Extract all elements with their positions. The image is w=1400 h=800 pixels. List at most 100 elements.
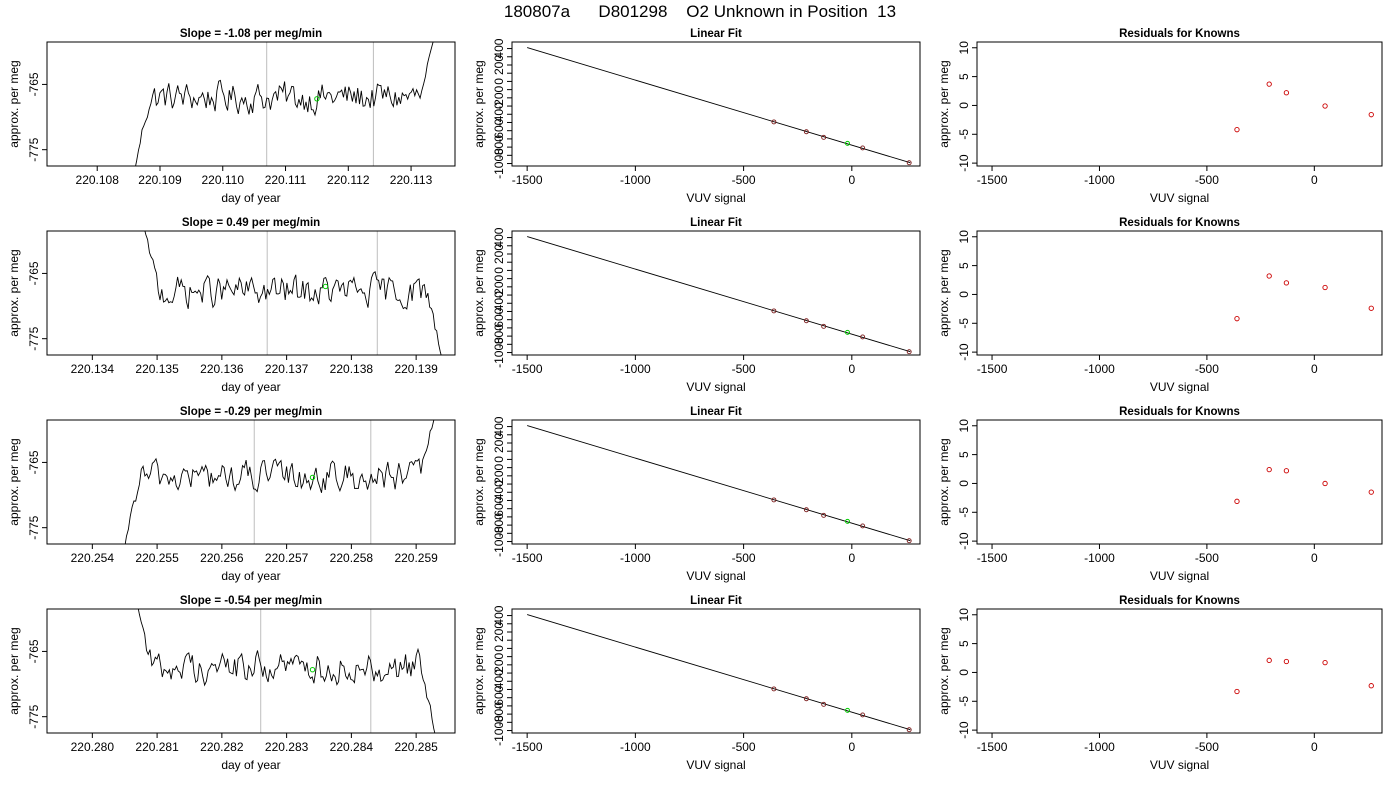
known-point	[906, 349, 912, 355]
panel-fit-row-2: Linear Fit-1500 -1000 -500 0-1000-800-600-4…	[472, 406, 921, 583]
unknown-point	[844, 707, 850, 713]
y-tick-label: -800	[492, 513, 506, 537]
panel-timeseries-row-0: Slope = -1.08 per meg/min 220.108 220.109 2…	[7, 28, 456, 205]
x-tick-label: -500	[732, 362, 756, 376]
residual-point	[1266, 657, 1272, 663]
x-tick-label: 220.111	[265, 173, 307, 187]
panel-title: Residuals for Knowns	[1119, 28, 1240, 40]
x-tick-label: 220.135	[135, 362, 179, 376]
x-tick-label: 220.112	[327, 173, 370, 187]
panel-fit-row-0: Linear Fit-1500 -1000 -500 0-1000-800-600-4…	[472, 28, 921, 205]
residual-point	[1322, 284, 1328, 291]
panel-title: Slope = 0.49 per meg/min	[182, 217, 320, 229]
y-tick-label: -5	[957, 129, 971, 140]
plot-data	[144, 231, 442, 355]
x-axis-label: VUV signal	[686, 191, 745, 205]
panel-residuals-row-1: Residuals for Knowns -1500 -1000 -500 0 -10 -5…	[937, 217, 1383, 394]
x-tick-label: 220.108	[76, 173, 120, 187]
x-axis-label: day of year	[221, 758, 280, 772]
residual-point	[1234, 498, 1240, 504]
y-tick-label: -800	[492, 135, 506, 159]
unknown-point	[309, 474, 316, 481]
y-axis-label: approx. per meg	[472, 438, 486, 525]
known-point	[860, 523, 866, 529]
y-tick-label: -10	[957, 154, 971, 172]
panel-residuals-row-2: Residuals for Knowns -1500 -1000 -500 0 -10 -5…	[937, 406, 1383, 583]
x-tick-label: -1500	[512, 362, 543, 376]
y-axis-label: approx. per meg	[937, 249, 951, 336]
plot-data	[1234, 657, 1374, 695]
y-tick-label: -775	[27, 704, 41, 728]
panel-title: Linear Fit	[690, 28, 742, 40]
y-axis-label: approx. per meg	[7, 627, 21, 714]
x-tick-label: -1000	[620, 740, 651, 754]
panel-title: Residuals for Knowns	[1119, 217, 1240, 229]
known-point	[803, 318, 809, 324]
y-axis-label: approx. per meg	[937, 60, 951, 147]
unknown-point	[309, 666, 316, 673]
x-tick-label: 220.138	[330, 362, 374, 376]
series-line	[135, 42, 434, 166]
known-point	[771, 686, 777, 692]
known-point	[821, 134, 827, 140]
fit-line	[527, 47, 911, 164]
x-tick-label: 220.113	[390, 173, 433, 187]
x-tick-label: -1000	[1084, 740, 1115, 754]
x-tick-label: 0	[1311, 362, 1318, 376]
x-tick-label: -1000	[620, 551, 651, 565]
x-tick-label: -500	[1195, 362, 1219, 376]
y-axis-label: approx. per meg	[472, 249, 486, 336]
x-tick-label: 220.284	[330, 740, 374, 754]
residual-point	[1322, 103, 1328, 109]
y-tick-label: -800	[492, 702, 506, 726]
y-tick-label: 200	[492, 622, 506, 642]
x-tick-label: 0	[848, 173, 855, 187]
x-axis-label: VUV signal	[1150, 191, 1209, 205]
y-tick-label: 10	[957, 41, 971, 55]
x-axis-label: VUV signal	[686, 569, 745, 583]
panel-residuals-row-3: Residuals for Knowns -1500 -1000 -500 0 -10 -5…	[937, 595, 1383, 772]
x-tick-label: 0	[848, 740, 855, 754]
y-axis-label: approx. per meg	[7, 438, 21, 525]
y-tick-label: -1000	[492, 337, 506, 368]
panel-fit-row-3: Linear Fit-1500 -1000 -500 0-1000-800-600-4…	[472, 595, 921, 772]
known-point	[860, 712, 866, 718]
fit-line	[527, 614, 911, 731]
series-line	[144, 231, 442, 355]
y-tick-label: -765	[27, 450, 41, 474]
plot-frame	[46, 608, 456, 734]
plot-data	[527, 614, 912, 733]
y-tick-label: -765	[27, 639, 41, 663]
y-tick-label: -775	[27, 137, 41, 161]
x-tick-label: 0	[848, 362, 855, 376]
known-point	[771, 497, 777, 503]
plot-frame	[976, 419, 1383, 545]
y-tick-label: 10	[957, 230, 971, 244]
y-tick-label: -400	[492, 669, 506, 693]
panel-timeseries-row-2: Slope = -0.29 per meg/min 220.254 220.255 2…	[7, 406, 456, 583]
series-line	[124, 420, 435, 544]
x-axis-label: day of year	[221, 191, 280, 205]
y-tick-label: -1000	[492, 715, 506, 746]
x-tick-label: -1000	[1084, 173, 1115, 187]
y-tick-label: 0	[957, 669, 971, 676]
y-tick-label: 200	[492, 244, 506, 264]
y-tick-label: 200	[492, 433, 506, 453]
x-tick-label: 220.139	[394, 362, 438, 376]
plot-frame	[46, 230, 456, 356]
panel-timeseries-row-1: Slope = 0.49 per meg/min 220.134 220.135 22…	[7, 217, 456, 394]
residual-point	[1283, 658, 1290, 665]
plot-frame	[46, 419, 456, 545]
x-tick-label: -500	[1195, 551, 1219, 565]
y-axis-label: approx. per meg	[472, 627, 486, 714]
y-tick-label: -400	[492, 480, 506, 504]
residual-point	[1368, 489, 1374, 495]
panel-title: Slope = -1.08 per meg/min	[180, 28, 322, 40]
known-point	[771, 308, 777, 314]
y-tick-label: 0	[957, 102, 971, 109]
y-tick-label: 0	[957, 291, 971, 298]
x-tick-label: -500	[1195, 173, 1219, 187]
y-axis-label: approx. per meg	[7, 60, 21, 147]
y-tick-label: -1000	[492, 148, 506, 179]
